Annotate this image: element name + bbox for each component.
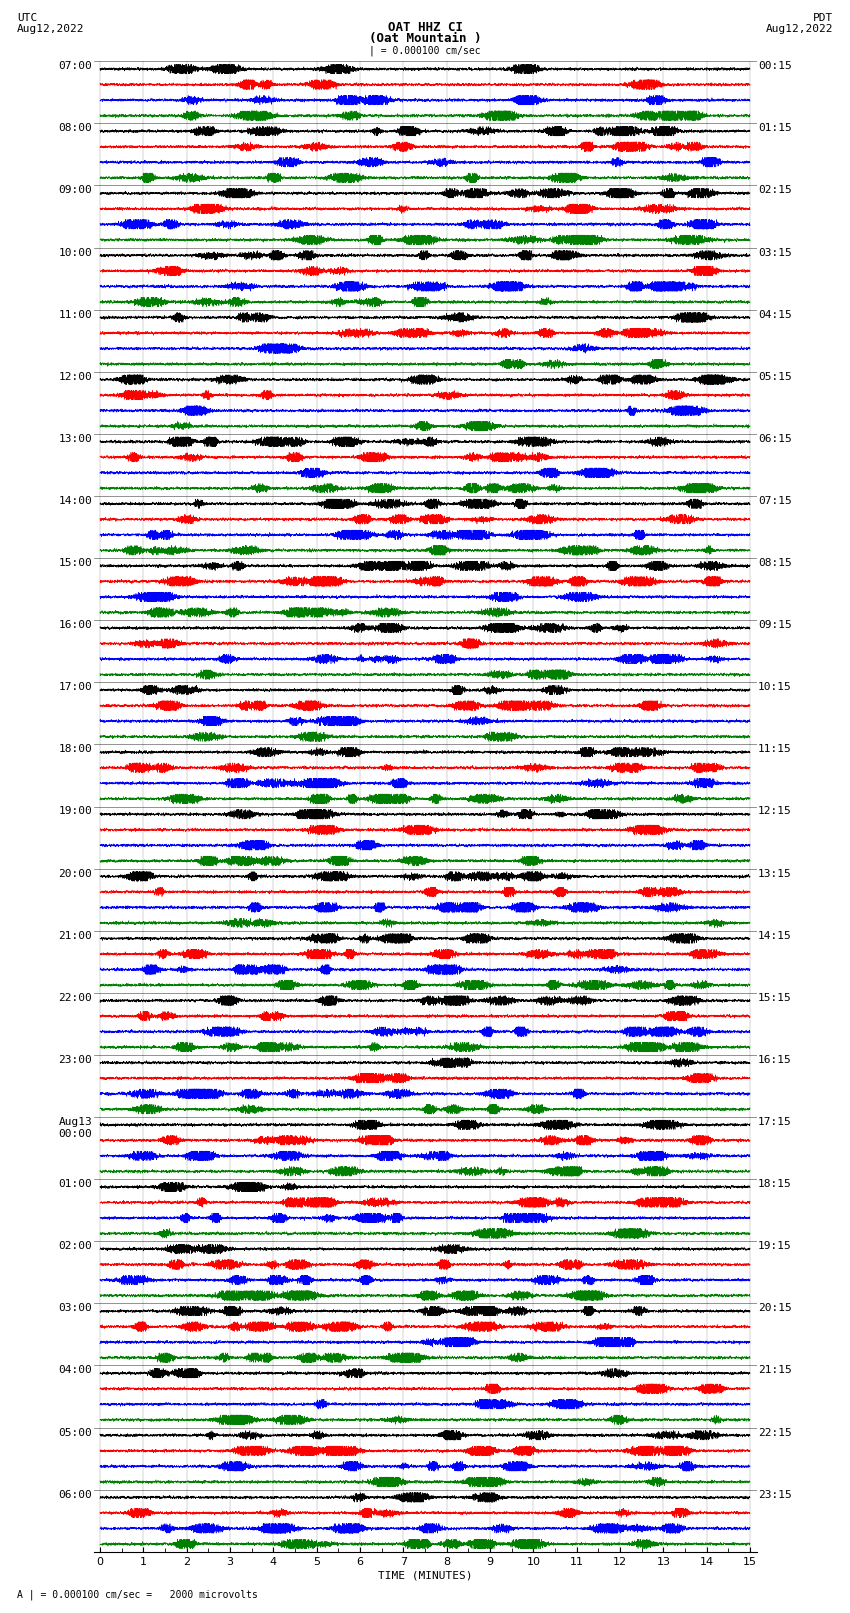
X-axis label: TIME (MINUTES): TIME (MINUTES) xyxy=(377,1571,473,1581)
Text: 13:00: 13:00 xyxy=(59,434,92,444)
Text: 10:15: 10:15 xyxy=(758,682,791,692)
Text: 12:15: 12:15 xyxy=(758,806,791,816)
Text: UTC: UTC xyxy=(17,13,37,23)
Text: 23:15: 23:15 xyxy=(758,1490,791,1500)
Text: 19:00: 19:00 xyxy=(59,806,92,816)
Text: 14:15: 14:15 xyxy=(758,931,791,940)
Text: 18:15: 18:15 xyxy=(758,1179,791,1189)
Text: | = 0.000100 cm/sec: | = 0.000100 cm/sec xyxy=(369,45,481,56)
Text: 23:00: 23:00 xyxy=(59,1055,92,1065)
Text: 07:00: 07:00 xyxy=(59,61,92,71)
Text: 21:15: 21:15 xyxy=(758,1365,791,1376)
Text: 18:00: 18:00 xyxy=(59,745,92,755)
Text: 08:00: 08:00 xyxy=(59,124,92,134)
Text: 12:00: 12:00 xyxy=(59,373,92,382)
Text: 15:00: 15:00 xyxy=(59,558,92,568)
Text: 05:15: 05:15 xyxy=(758,373,791,382)
Text: 22:00: 22:00 xyxy=(59,994,92,1003)
Text: OAT HHZ CI: OAT HHZ CI xyxy=(388,21,462,34)
Text: 00:15: 00:15 xyxy=(758,61,791,71)
Text: 09:15: 09:15 xyxy=(758,621,791,631)
Text: 06:00: 06:00 xyxy=(59,1490,92,1500)
Text: 01:00: 01:00 xyxy=(59,1179,92,1189)
Text: (Oat Mountain ): (Oat Mountain ) xyxy=(369,32,481,45)
Text: Aug13
00:00: Aug13 00:00 xyxy=(59,1118,92,1139)
Text: PDT: PDT xyxy=(813,13,833,23)
Text: 16:15: 16:15 xyxy=(758,1055,791,1065)
Text: 04:15: 04:15 xyxy=(758,310,791,319)
Text: 17:00: 17:00 xyxy=(59,682,92,692)
Text: 16:00: 16:00 xyxy=(59,621,92,631)
Text: 22:15: 22:15 xyxy=(758,1428,791,1437)
Text: 04:00: 04:00 xyxy=(59,1365,92,1376)
Text: 05:00: 05:00 xyxy=(59,1428,92,1437)
Text: 20:15: 20:15 xyxy=(758,1303,791,1313)
Text: 20:00: 20:00 xyxy=(59,868,92,879)
Text: 15:15: 15:15 xyxy=(758,994,791,1003)
Text: 09:00: 09:00 xyxy=(59,185,92,195)
Text: Aug12,2022: Aug12,2022 xyxy=(766,24,833,34)
Text: 03:15: 03:15 xyxy=(758,248,791,258)
Text: 07:15: 07:15 xyxy=(758,497,791,506)
Text: 02:15: 02:15 xyxy=(758,185,791,195)
Text: 14:00: 14:00 xyxy=(59,497,92,506)
Text: 10:00: 10:00 xyxy=(59,248,92,258)
Text: 06:15: 06:15 xyxy=(758,434,791,444)
Text: 01:15: 01:15 xyxy=(758,124,791,134)
Text: 08:15: 08:15 xyxy=(758,558,791,568)
Text: 13:15: 13:15 xyxy=(758,868,791,879)
Text: 11:00: 11:00 xyxy=(59,310,92,319)
Text: 11:15: 11:15 xyxy=(758,745,791,755)
Text: 21:00: 21:00 xyxy=(59,931,92,940)
Text: 19:15: 19:15 xyxy=(758,1242,791,1252)
Text: Aug12,2022: Aug12,2022 xyxy=(17,24,84,34)
Text: A | = 0.000100 cm/sec =   2000 microvolts: A | = 0.000100 cm/sec = 2000 microvolts xyxy=(17,1589,258,1600)
Text: 17:15: 17:15 xyxy=(758,1118,791,1127)
Text: 03:00: 03:00 xyxy=(59,1303,92,1313)
Text: 02:00: 02:00 xyxy=(59,1242,92,1252)
